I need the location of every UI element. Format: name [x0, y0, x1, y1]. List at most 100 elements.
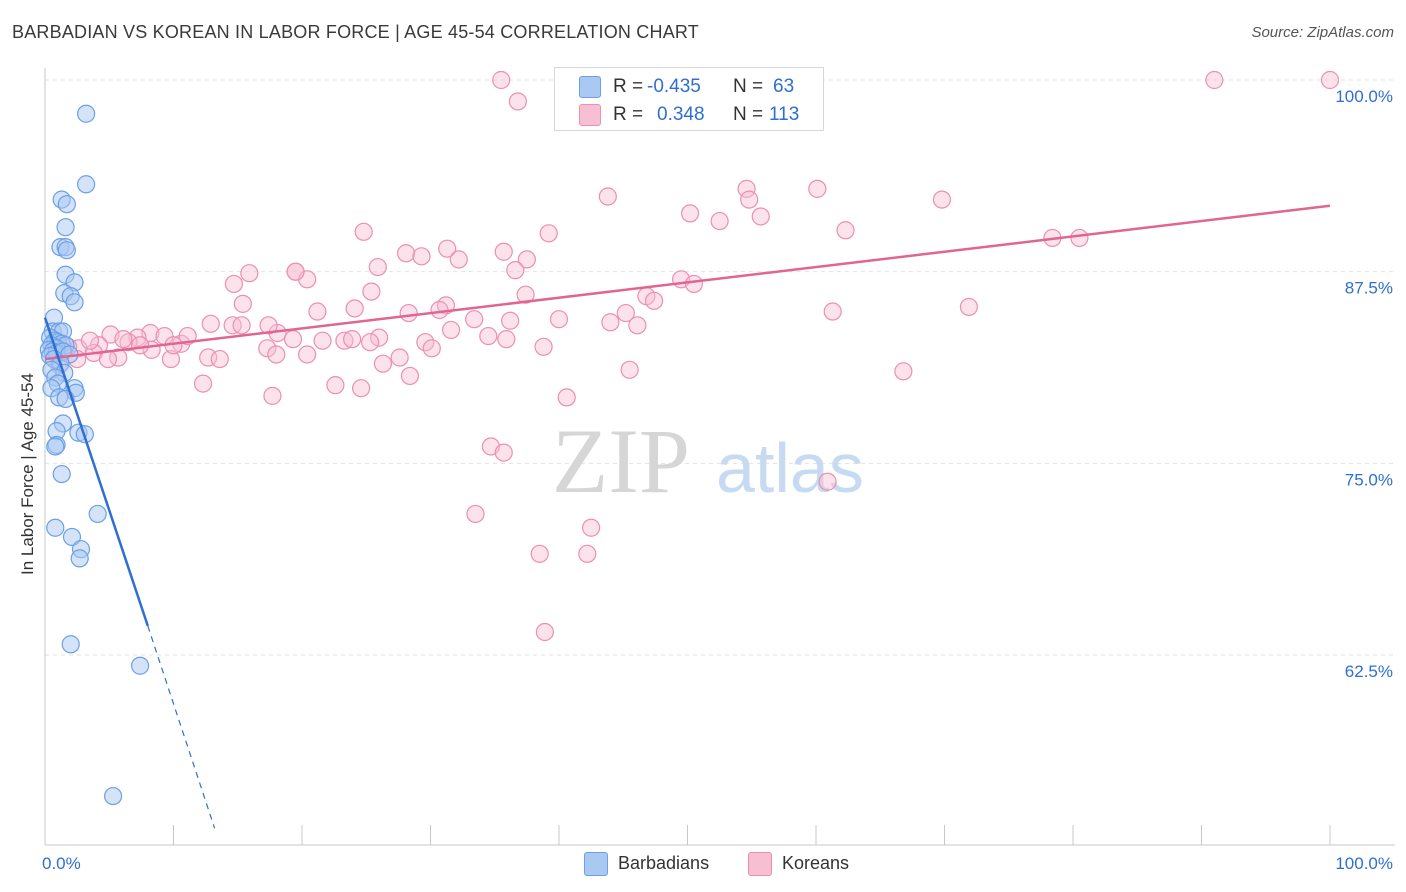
grid-lines	[45, 79, 1395, 656]
legend-item-barbadians[interactable]: Barbadians	[584, 852, 709, 876]
stats-row-koreans: R = 0.348 N = 113	[555, 100, 823, 128]
data-point-korean	[201, 314, 220, 333]
data-point-barbadian	[57, 241, 76, 260]
data-point-barbadian	[70, 549, 89, 568]
data-point-korean	[373, 354, 393, 373]
data-point-barbadian	[46, 437, 65, 456]
data-point-korean	[959, 297, 979, 317]
data-point-korean	[539, 224, 558, 243]
data-point-korean	[232, 316, 251, 335]
data-point-korean	[644, 291, 664, 310]
koreans-swatch	[579, 104, 601, 126]
data-point-korean	[616, 303, 635, 323]
data-point-korean	[1205, 70, 1224, 90]
data-point-korean	[530, 544, 549, 563]
data-point-barbadian	[56, 218, 75, 237]
r-label: R =	[613, 76, 644, 97]
data-point-barbadian	[88, 504, 107, 524]
watermark-atlas: atlas	[716, 429, 864, 507]
data-point-korean	[368, 257, 387, 277]
data-point-korean	[501, 311, 520, 330]
trend-line-barbadians-extension	[147, 625, 216, 829]
stats-row-barbadians: R = -0.435 N = 63	[555, 72, 823, 100]
data-point-korean	[684, 274, 704, 294]
data-point-korean	[422, 339, 441, 358]
data-point-korean	[492, 70, 511, 90]
series-barbadians-points	[39, 104, 150, 806]
data-point-korean	[836, 221, 855, 240]
data-point-korean	[335, 331, 354, 350]
x-tick-label: 0.0%	[42, 854, 81, 873]
data-point-korean	[399, 303, 418, 323]
data-point-korean	[412, 247, 431, 266]
data-point-barbadian	[104, 786, 123, 806]
data-point-korean	[354, 222, 373, 241]
data-point-korean	[199, 348, 218, 367]
data-point-korean	[680, 204, 700, 223]
data-point-barbadian	[77, 104, 96, 123]
data-point-korean	[114, 330, 133, 349]
data-point-korean	[516, 285, 535, 304]
data-point-korean	[267, 345, 286, 364]
data-point-korean	[210, 349, 229, 369]
n-value: 63	[773, 76, 795, 97]
data-point-korean	[710, 211, 729, 231]
legend-label: Barbadians	[618, 852, 710, 873]
data-point-korean	[298, 345, 317, 364]
data-point-korean	[430, 300, 449, 320]
data-point-korean	[233, 294, 252, 313]
data-point-barbadian	[61, 635, 80, 654]
data-point-korean	[283, 330, 303, 349]
data-point-korean	[751, 207, 770, 226]
data-point-korean	[193, 374, 213, 393]
data-point-korean	[263, 386, 282, 405]
barbadians-swatch	[579, 76, 601, 98]
data-point-korean	[818, 472, 837, 491]
r-value: 0.348	[657, 104, 705, 125]
barbadians-legend-swatch	[584, 852, 608, 876]
watermark-zip: ZIP	[552, 410, 690, 512]
data-point-barbadian	[57, 195, 76, 214]
data-point-barbadian	[130, 656, 150, 675]
data-point-barbadian	[46, 518, 65, 537]
data-point-korean	[534, 337, 553, 356]
trend-line-barbadians	[43, 317, 149, 627]
data-point-korean	[161, 349, 181, 369]
r-label: R =	[613, 104, 644, 125]
data-point-korean	[628, 316, 647, 335]
n-label: N =	[733, 76, 764, 97]
data-point-barbadian	[65, 293, 84, 312]
n-label: N =	[733, 104, 764, 125]
data-point-korean	[400, 366, 420, 386]
legend-label: Koreans	[782, 852, 850, 873]
watermark: ZIP atlas	[552, 410, 864, 512]
data-point-korean	[737, 179, 756, 198]
data-point-korean	[582, 518, 601, 537]
data-point-korean	[601, 313, 620, 332]
data-point-korean	[549, 310, 569, 329]
stats-legend-box: R = -0.435 N = 63 R = 0.348 N = 113	[554, 67, 824, 131]
data-point-korean	[438, 239, 457, 258]
data-point-korean	[362, 282, 381, 301]
y-axis-label: In Labor Force | Age 45-54	[18, 373, 37, 575]
y-tick-label: 87.5%	[1345, 279, 1393, 298]
data-point-korean	[441, 320, 461, 340]
data-point-korean	[258, 339, 277, 358]
koreans-legend-swatch	[748, 852, 772, 876]
data-point-korean	[449, 250, 468, 269]
data-point-korean	[494, 443, 513, 462]
y-tick-label: 100.0%	[1335, 87, 1393, 106]
chart-title: BARBADIAN VS KOREAN IN LABOR FORCE | AGE…	[12, 22, 699, 42]
legend-item-koreans[interactable]: Koreans	[748, 852, 849, 876]
data-point-korean	[345, 299, 364, 318]
data-point-korean	[494, 242, 513, 261]
data-point-korean	[326, 376, 345, 395]
tick-labels: 62.5% 75.0% 87.5% 100.0% 0.0% 100.0%	[42, 87, 1393, 873]
data-point-barbadian	[52, 464, 71, 484]
data-point-korean	[1070, 228, 1089, 248]
data-point-korean	[1320, 70, 1340, 90]
data-point-korean	[259, 316, 278, 335]
data-point-korean	[517, 250, 536, 269]
data-point-korean	[396, 244, 416, 263]
